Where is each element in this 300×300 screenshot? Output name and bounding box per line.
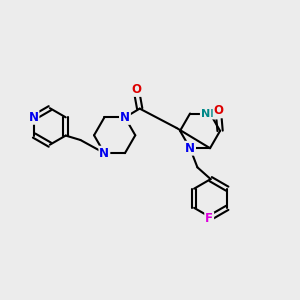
Text: O: O <box>132 83 142 96</box>
Text: N: N <box>185 142 195 155</box>
Text: N: N <box>99 147 110 160</box>
Text: F: F <box>205 212 213 225</box>
Text: NH: NH <box>201 109 219 118</box>
Text: O: O <box>214 104 224 117</box>
Text: N: N <box>28 111 38 124</box>
Text: N: N <box>120 111 130 124</box>
